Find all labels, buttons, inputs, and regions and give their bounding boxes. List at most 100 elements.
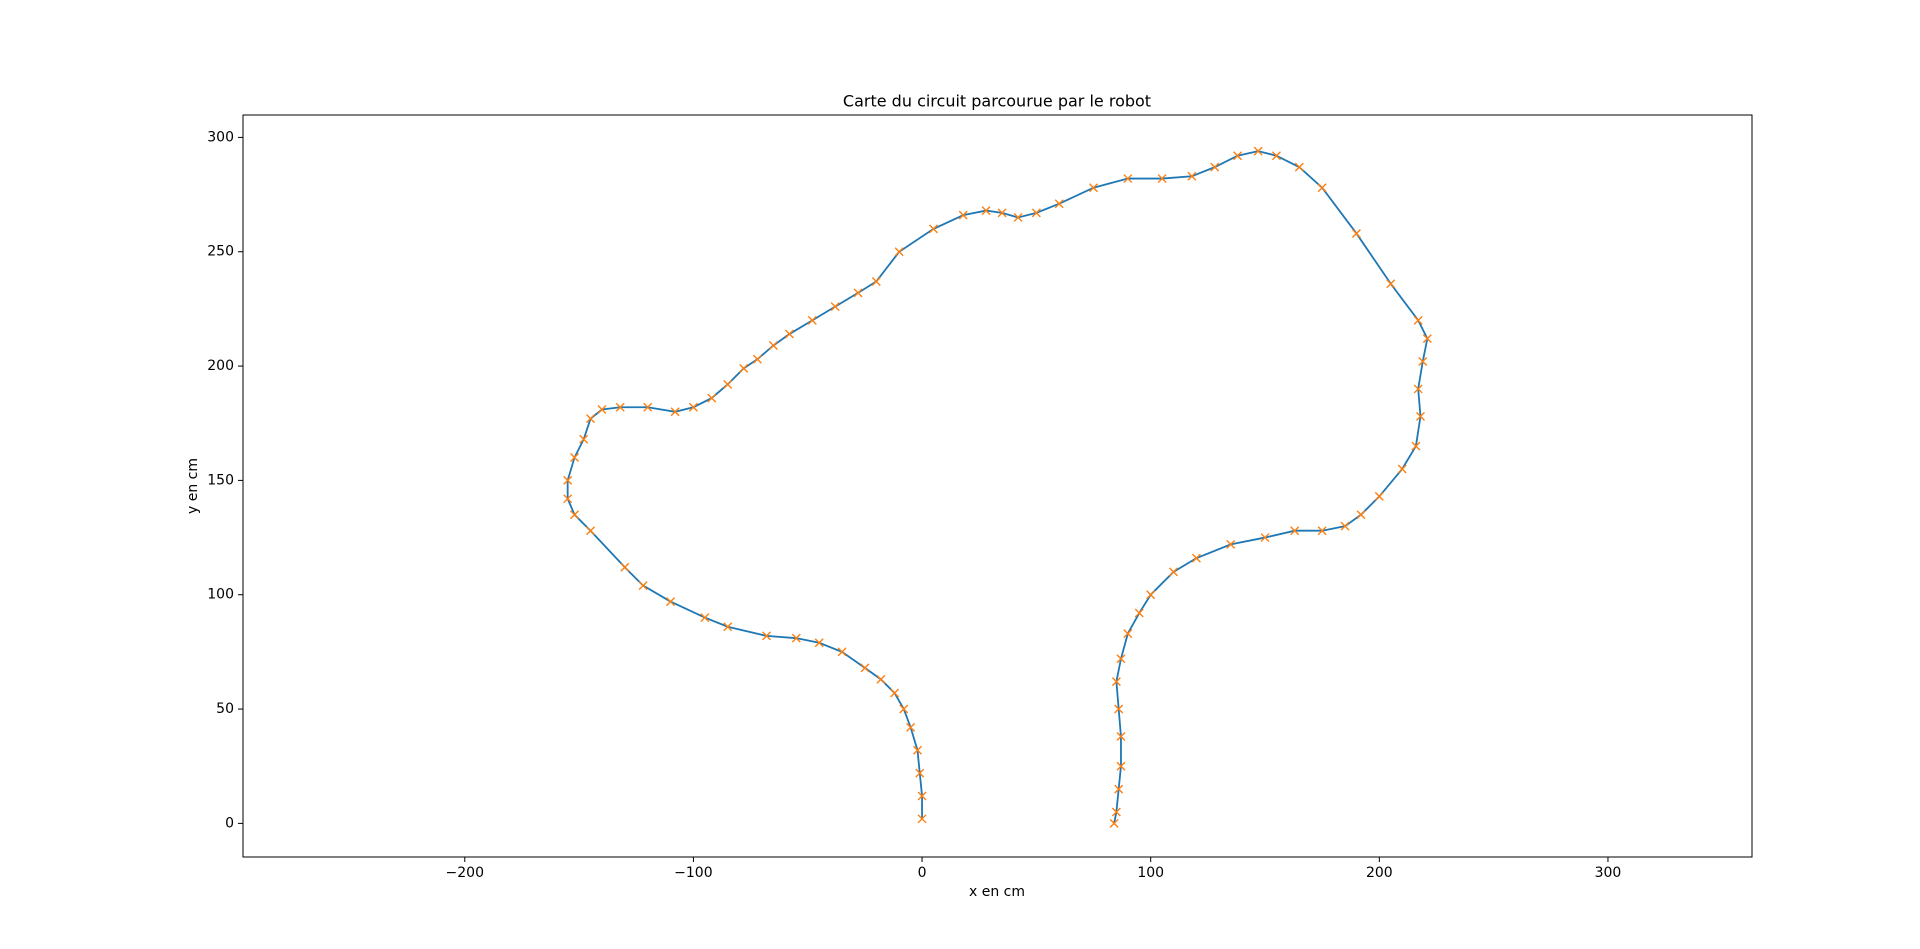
marker xyxy=(997,208,1007,218)
y-tick-label: 0 xyxy=(225,815,234,831)
marker xyxy=(860,663,870,673)
marker xyxy=(666,597,676,607)
marker xyxy=(1116,654,1126,664)
marker xyxy=(1386,279,1396,289)
marker xyxy=(688,402,698,412)
marker xyxy=(928,224,938,234)
marker xyxy=(1413,384,1423,394)
marker xyxy=(1226,539,1236,549)
marker xyxy=(917,791,927,801)
marker xyxy=(890,688,900,698)
y-tick-label: 300 xyxy=(207,129,234,145)
marker xyxy=(707,393,717,403)
marker xyxy=(586,414,596,424)
marker xyxy=(1031,208,1041,218)
marker xyxy=(981,206,991,216)
x-tick-label: 300 xyxy=(1595,865,1622,881)
marker xyxy=(638,581,648,591)
x-tick-label: −100 xyxy=(674,865,712,881)
marker xyxy=(563,475,573,485)
marker xyxy=(1210,162,1220,172)
marker xyxy=(894,247,904,257)
marker xyxy=(1013,212,1023,222)
marker xyxy=(1054,199,1064,209)
marker xyxy=(579,434,589,444)
marker xyxy=(570,510,580,520)
y-tick-label: 100 xyxy=(207,587,234,603)
marker xyxy=(1111,807,1121,817)
marker xyxy=(615,402,625,412)
marker xyxy=(814,638,824,648)
marker xyxy=(752,354,762,364)
marker xyxy=(1157,174,1167,184)
marker xyxy=(1317,183,1327,193)
marker xyxy=(917,814,927,824)
marker xyxy=(643,402,653,412)
marker xyxy=(1169,567,1179,577)
x-axis-label: x en cm xyxy=(969,884,1025,900)
x-tick-label: 100 xyxy=(1137,865,1164,881)
marker xyxy=(899,704,909,714)
marker xyxy=(1317,526,1327,536)
marker xyxy=(723,622,733,632)
marker xyxy=(1114,704,1124,714)
marker xyxy=(1340,521,1350,531)
marker xyxy=(1116,761,1126,771)
marker xyxy=(1260,533,1270,543)
marker xyxy=(620,562,630,572)
marker xyxy=(1413,315,1423,325)
marker xyxy=(830,302,840,312)
y-tick-label: 200 xyxy=(207,358,234,374)
marker xyxy=(876,674,886,684)
marker xyxy=(1422,334,1432,344)
x-tick-label: −200 xyxy=(446,865,484,881)
marker xyxy=(1114,784,1124,794)
marker xyxy=(791,633,801,643)
marker xyxy=(871,276,881,286)
marker xyxy=(1187,171,1197,181)
marker xyxy=(597,405,607,415)
marker xyxy=(1411,441,1421,451)
marker xyxy=(570,453,580,463)
marker xyxy=(1351,228,1361,238)
track-line xyxy=(566,150,1429,824)
y-tick-label: 50 xyxy=(216,701,234,717)
marker xyxy=(1123,629,1133,639)
chart-title: Carte du circuit parcourue par le robot xyxy=(843,92,1151,111)
marker xyxy=(1271,151,1281,161)
marker xyxy=(958,210,968,220)
marker xyxy=(700,613,710,623)
marker xyxy=(1356,510,1366,520)
plot-frame xyxy=(242,114,1753,858)
marker xyxy=(1134,608,1144,618)
marker xyxy=(1146,590,1156,600)
y-axis-label: y en cm xyxy=(185,458,201,514)
marker xyxy=(1123,174,1133,184)
marker xyxy=(1415,411,1425,421)
marker xyxy=(1111,677,1121,687)
marker xyxy=(853,288,863,298)
marker xyxy=(912,745,922,755)
marker xyxy=(1374,491,1384,501)
marker xyxy=(762,631,772,641)
marker xyxy=(1233,151,1243,161)
marker xyxy=(1191,553,1201,563)
marker xyxy=(906,722,916,732)
marker xyxy=(670,407,680,417)
x-tick-label: 0 xyxy=(918,865,927,881)
marker xyxy=(1089,183,1099,193)
marker xyxy=(784,329,794,339)
marker xyxy=(1116,732,1126,741)
marker xyxy=(837,647,847,657)
marker xyxy=(807,315,817,325)
marker xyxy=(1109,818,1119,828)
marker xyxy=(563,494,573,504)
marker xyxy=(1253,146,1263,156)
marker xyxy=(723,379,733,389)
marker xyxy=(1290,526,1300,536)
marker xyxy=(1294,162,1304,172)
marker xyxy=(1397,464,1407,474)
marker xyxy=(586,526,596,536)
x-tick-label: 200 xyxy=(1366,865,1393,881)
